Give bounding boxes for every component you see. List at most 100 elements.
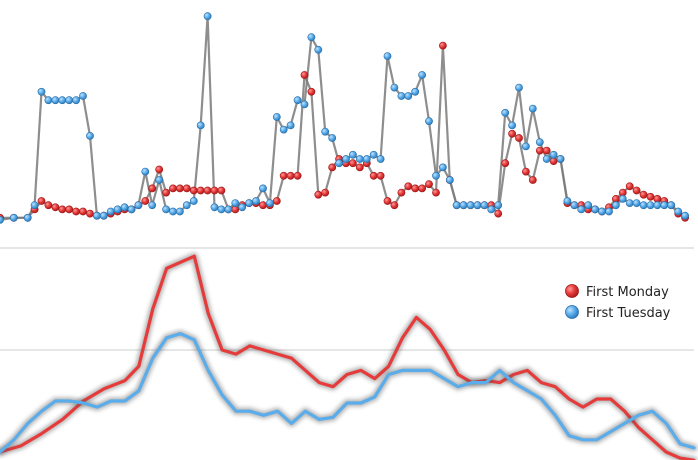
data-point-first-tuesday xyxy=(383,52,392,60)
top-dots xyxy=(0,12,689,224)
data-point-first-monday xyxy=(321,188,330,197)
bottom-line-panel xyxy=(0,247,698,460)
data-point-first-tuesday xyxy=(508,121,516,130)
data-point-first-monday xyxy=(390,201,399,210)
data-point-first-tuesday xyxy=(501,108,510,117)
data-point-first-tuesday xyxy=(612,201,620,210)
data-point-first-tuesday xyxy=(314,45,323,54)
data-point-first-tuesday xyxy=(217,205,226,214)
data-point-first-tuesday xyxy=(577,205,586,214)
connector-line-first-monday xyxy=(0,44,686,219)
data-point-first-monday xyxy=(376,171,385,180)
data-point-first-tuesday xyxy=(390,83,399,92)
data-point-first-tuesday xyxy=(0,216,4,224)
data-point-first-monday xyxy=(51,203,60,212)
data-point-first-tuesday xyxy=(660,201,669,210)
data-point-first-tuesday xyxy=(522,142,530,151)
legend-item-first-tuesday: First Tuesday xyxy=(565,305,671,321)
data-point-first-tuesday xyxy=(134,201,143,210)
data-point-first-monday xyxy=(286,171,295,180)
data-point-first-monday xyxy=(210,186,219,195)
data-point-first-tuesday xyxy=(106,207,115,216)
data-point-first-monday xyxy=(155,165,164,174)
data-point-first-tuesday xyxy=(556,155,565,163)
data-point-first-tuesday xyxy=(570,201,579,210)
data-point-first-monday xyxy=(639,190,648,199)
data-point-first-tuesday xyxy=(30,201,39,210)
data-point-first-tuesday xyxy=(182,201,191,210)
data-point-first-tuesday xyxy=(293,96,302,105)
data-point-first-monday xyxy=(272,197,281,205)
data-point-first-tuesday xyxy=(23,213,32,222)
data-point-first-tuesday xyxy=(632,199,641,207)
data-point-first-monday xyxy=(259,201,267,210)
data-point-first-monday xyxy=(411,184,420,193)
data-point-first-tuesday xyxy=(473,201,482,210)
data-point-first-tuesday xyxy=(127,205,136,214)
data-point-first-monday xyxy=(314,190,323,199)
data-point-first-monday xyxy=(494,209,503,218)
data-point-first-tuesday xyxy=(487,205,496,214)
data-point-first-monday xyxy=(369,171,378,180)
data-point-first-tuesday xyxy=(618,194,627,203)
data-point-first-tuesday xyxy=(480,201,489,210)
series-line-first-tuesday xyxy=(0,332,696,454)
data-point-first-monday xyxy=(646,192,655,201)
data-point-first-monday xyxy=(86,209,94,218)
data-point-first-monday xyxy=(293,171,302,180)
legend: First Monday First Tuesday xyxy=(565,284,671,321)
data-point-first-monday xyxy=(148,184,157,193)
data-point-first-monday xyxy=(515,134,523,142)
data-point-first-tuesday xyxy=(120,203,129,212)
data-point-first-tuesday xyxy=(155,176,164,184)
data-point-first-monday xyxy=(162,188,170,197)
data-point-first-tuesday xyxy=(169,207,177,216)
data-point-first-monday xyxy=(189,186,198,195)
data-point-first-tuesday xyxy=(598,207,606,216)
data-point-first-tuesday xyxy=(605,207,613,216)
legend-item-first-monday: First Monday xyxy=(565,284,669,300)
connector-line-first-tuesday xyxy=(0,15,686,221)
data-point-first-tuesday xyxy=(445,176,454,184)
data-point-first-tuesday xyxy=(93,211,101,220)
data-point-first-tuesday xyxy=(639,201,648,210)
data-point-first-tuesday xyxy=(466,201,475,210)
data-point-first-monday xyxy=(425,180,433,189)
data-point-first-monday xyxy=(279,171,288,180)
data-point-first-monday xyxy=(169,184,177,193)
data-point-first-monday xyxy=(328,163,337,172)
data-point-first-monday xyxy=(58,205,67,214)
data-point-first-tuesday xyxy=(376,155,385,163)
bottom-gridlines xyxy=(0,247,694,351)
data-point-first-tuesday xyxy=(162,205,170,214)
data-point-first-tuesday xyxy=(99,211,108,220)
data-point-first-tuesday xyxy=(196,121,205,130)
data-point-first-tuesday xyxy=(549,150,558,159)
data-point-first-monday xyxy=(625,182,634,191)
data-point-first-tuesday xyxy=(65,96,74,105)
data-point-first-tuesday xyxy=(681,211,689,220)
data-point-first-tuesday xyxy=(355,155,364,163)
data-point-first-monday xyxy=(203,186,212,195)
data-point-first-tuesday xyxy=(674,207,683,216)
data-point-first-tuesday xyxy=(72,96,80,105)
top-connector-lines xyxy=(0,15,686,221)
data-point-first-tuesday xyxy=(175,207,184,216)
legend-swatch-first-tuesday xyxy=(565,305,579,319)
data-point-first-monday xyxy=(307,87,316,96)
data-point-first-tuesday xyxy=(259,184,267,193)
data-point-first-tuesday xyxy=(459,201,468,210)
data-point-first-tuesday xyxy=(528,104,537,113)
data-point-first-tuesday xyxy=(231,199,240,207)
data-point-first-tuesday xyxy=(328,134,337,142)
data-point-first-tuesday xyxy=(9,213,18,222)
data-point-first-tuesday xyxy=(86,131,94,140)
data-point-first-tuesday xyxy=(79,92,87,100)
data-point-first-tuesday xyxy=(425,117,433,126)
data-point-first-tuesday xyxy=(348,150,357,159)
data-point-first-monday xyxy=(501,159,510,168)
data-point-first-monday xyxy=(383,197,392,205)
legend-label-first-tuesday: First Tuesday xyxy=(586,306,671,321)
legend-label-first-monday: First Monday xyxy=(586,285,669,300)
data-point-first-monday xyxy=(182,184,191,193)
